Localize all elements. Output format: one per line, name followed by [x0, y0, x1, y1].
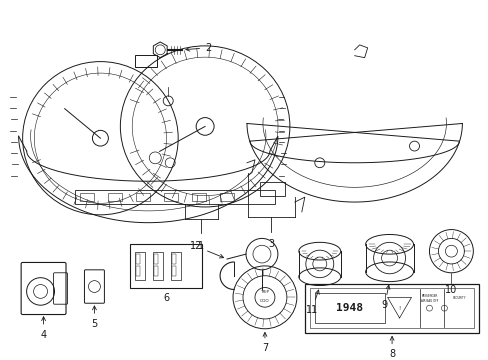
Bar	[260, 183, 285, 196]
Bar	[81, 193, 94, 201]
Bar	[153, 252, 163, 280]
Text: 5: 5	[91, 306, 97, 329]
Bar	[136, 266, 140, 276]
Bar	[136, 254, 140, 264]
Text: 4: 4	[41, 317, 46, 340]
Bar	[304, 284, 478, 333]
Text: 9: 9	[381, 285, 389, 310]
Text: 11: 11	[305, 290, 319, 315]
Bar	[172, 254, 176, 264]
Text: PASSENGER
AIR BAG OFF: PASSENGER AIR BAG OFF	[420, 294, 437, 303]
Bar	[220, 193, 234, 201]
Text: 8: 8	[388, 336, 394, 359]
Bar	[164, 193, 178, 201]
Bar	[314, 293, 384, 323]
Text: 10: 10	[445, 285, 457, 296]
Text: 3: 3	[267, 239, 273, 249]
Text: TRIP: TRIP	[260, 291, 269, 294]
Text: 1: 1	[198, 241, 204, 251]
Bar	[75, 190, 274, 204]
Bar	[130, 244, 202, 288]
Bar	[136, 193, 150, 201]
Text: 12: 12	[189, 241, 223, 258]
Text: 1948: 1948	[336, 303, 363, 313]
Bar	[154, 266, 158, 276]
Text: SECURITY: SECURITY	[452, 296, 465, 300]
Text: ODO: ODO	[260, 299, 269, 303]
Text: 6: 6	[163, 293, 169, 303]
Bar	[192, 193, 205, 201]
Bar	[309, 288, 473, 328]
Bar	[135, 55, 157, 67]
Bar	[171, 252, 181, 280]
Bar	[135, 252, 145, 280]
Text: 7: 7	[261, 333, 267, 354]
Bar	[108, 193, 122, 201]
Bar	[172, 266, 176, 276]
Text: 2: 2	[185, 43, 211, 53]
Bar	[154, 254, 158, 264]
Text: !: !	[398, 306, 400, 311]
